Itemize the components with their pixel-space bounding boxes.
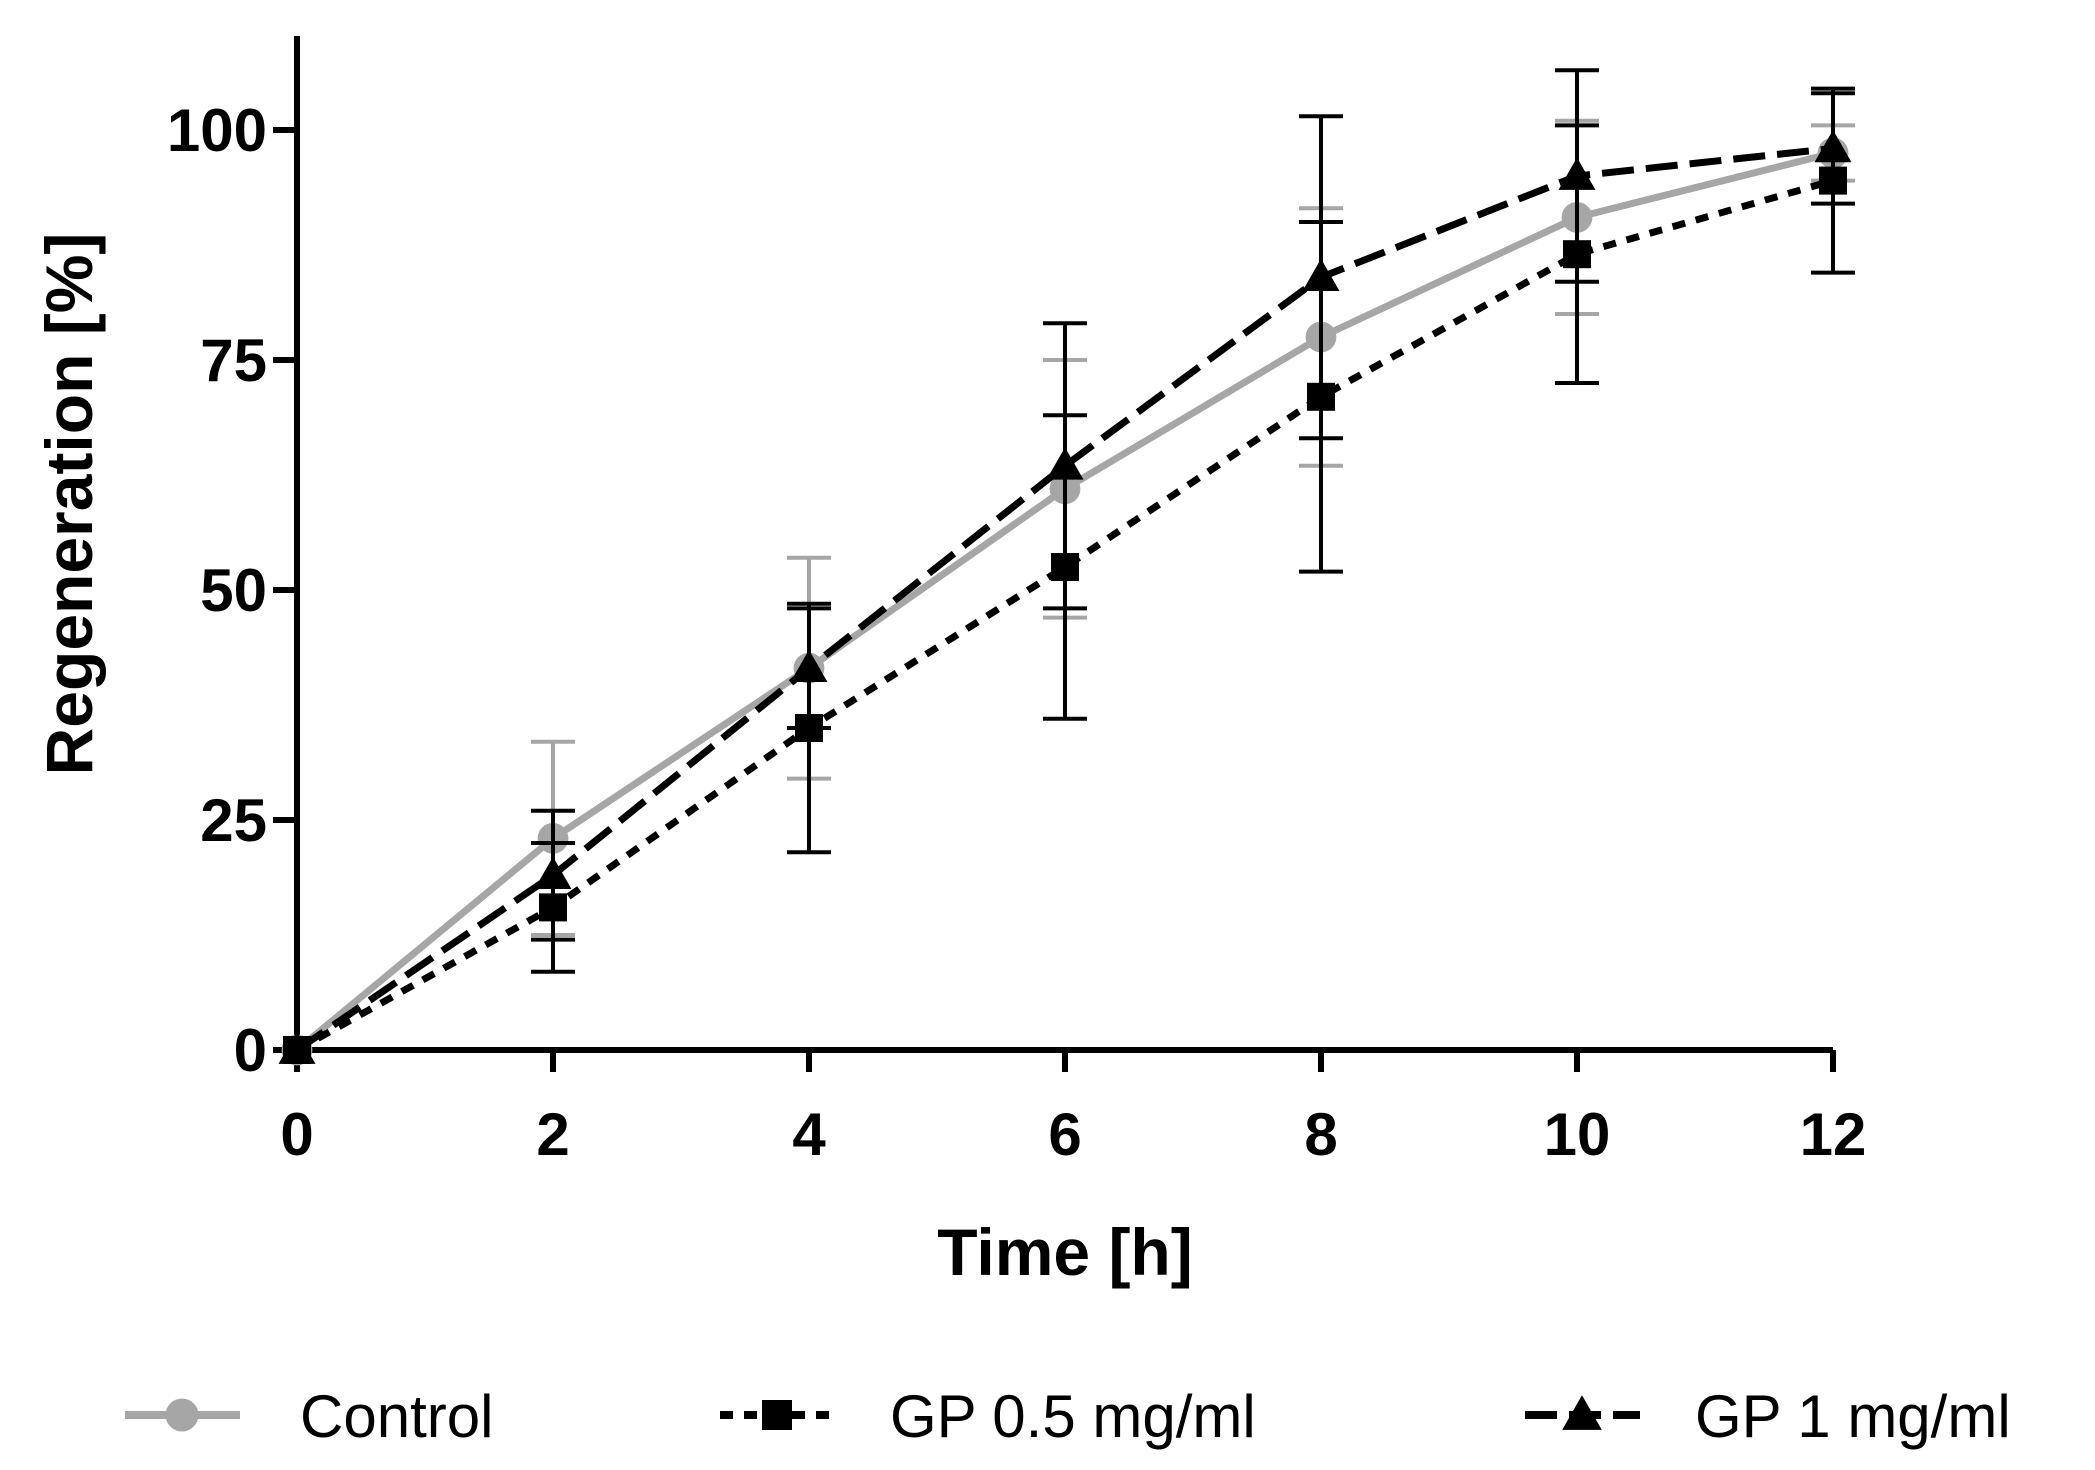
y-ticks: 0 25 50 75 100 bbox=[167, 97, 297, 1084]
x-tick-label: 2 bbox=[536, 1101, 569, 1168]
x-tick-label: 12 bbox=[1800, 1101, 1867, 1168]
y-tick-label: 100 bbox=[167, 97, 267, 164]
x-ticks: 0 2 4 6 8 10 12 bbox=[280, 1050, 1866, 1168]
series-control bbox=[281, 118, 1855, 1066]
x-tick-label: 8 bbox=[1304, 1101, 1337, 1168]
legend-item-control: Control bbox=[125, 1383, 493, 1450]
legend-swatch-marker bbox=[762, 1400, 792, 1430]
legend-label: GP 0.5 mg/ml bbox=[890, 1383, 1256, 1450]
legend-label: Control bbox=[300, 1383, 493, 1450]
x-axis-title: Time [h] bbox=[937, 1215, 1192, 1289]
data-point bbox=[534, 856, 572, 890]
y-tick-label: 75 bbox=[200, 327, 267, 394]
data-point bbox=[1558, 157, 1596, 190]
axes: 0 2 4 6 8 10 12 0 25 50 75 100 Time [h] Regenerati… bbox=[32, 36, 1866, 1289]
series-gp-0-5-mg-ml bbox=[283, 86, 1855, 1064]
legend-label: GP 1 mg/ml bbox=[1695, 1383, 2011, 1450]
x-tick-label: 0 bbox=[280, 1101, 313, 1168]
legend-item-gp-1-mg-ml: GP 1 mg/ml bbox=[1525, 1383, 2011, 1450]
plot-area bbox=[278, 68, 1855, 1066]
y-tick-label: 0 bbox=[234, 1017, 267, 1084]
data-point bbox=[1302, 258, 1340, 292]
y-axis-title: Regeneration [%] bbox=[32, 233, 106, 776]
data-point bbox=[1814, 129, 1852, 163]
data-point bbox=[1046, 447, 1084, 480]
legend-swatch-marker bbox=[165, 1398, 199, 1432]
x-tick-label: 10 bbox=[1544, 1101, 1611, 1168]
legend: Control GP 0.5 mg/ml GP 1 mg/ml bbox=[125, 1383, 2011, 1450]
legend-swatch-marker bbox=[1562, 1395, 1602, 1430]
x-tick-label: 6 bbox=[1048, 1101, 1081, 1168]
data-point bbox=[790, 649, 828, 683]
series-gp-1-mg-ml bbox=[278, 68, 1855, 1064]
y-tick-label: 50 bbox=[200, 557, 267, 624]
legend-item-gp-0-5-mg-ml: GP 0.5 mg/ml bbox=[720, 1383, 1256, 1450]
x-tick-label: 4 bbox=[792, 1101, 826, 1168]
data-point bbox=[278, 1031, 316, 1064]
y-tick-label: 25 bbox=[200, 787, 267, 854]
